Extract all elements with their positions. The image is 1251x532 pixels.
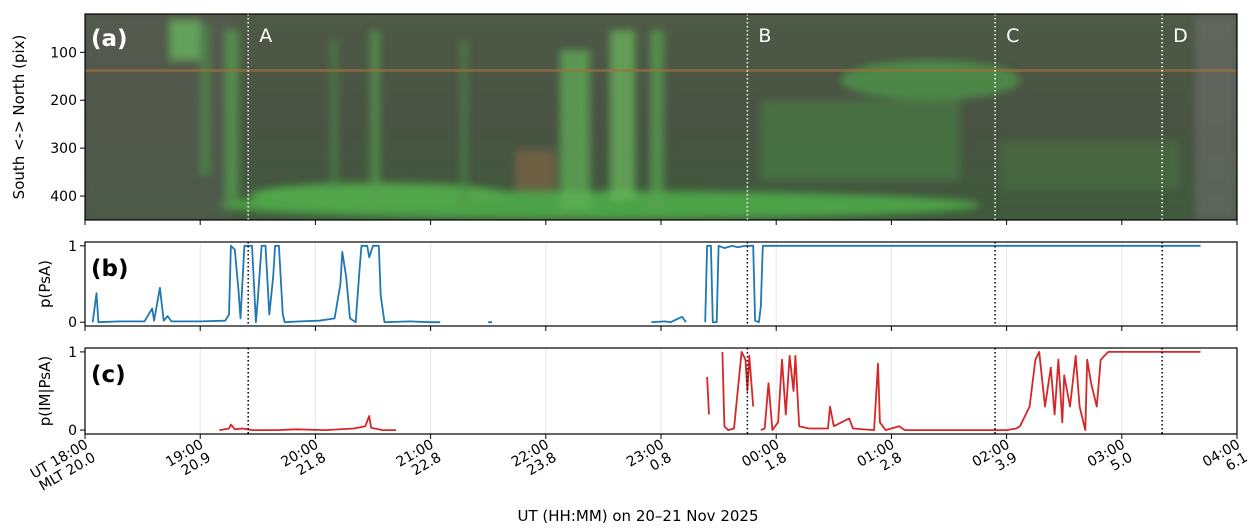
x-axis-label: UT (HH:MM) on 20–21 Nov 2025 <box>518 507 759 525</box>
axes-frame <box>84 241 1238 327</box>
panel-label: (b) <box>91 256 129 282</box>
x-tick-label-group: 23:000.8 <box>624 437 674 475</box>
y-tick-label: 1 <box>68 239 77 255</box>
marker-label: B <box>758 25 771 47</box>
x-tick-label-group: 00:001.8 <box>739 437 789 475</box>
panel-label: (c) <box>91 362 126 388</box>
marker-label: D <box>1173 25 1188 47</box>
axes-frame <box>84 13 1238 221</box>
y-tick-label: 300 <box>50 141 77 157</box>
data-line <box>219 351 1201 431</box>
keogram-image <box>85 14 1237 220</box>
data-line <box>91 244 1201 324</box>
marker-label: A <box>259 25 272 47</box>
y-tick-label: 400 <box>50 189 77 205</box>
marker-label: C <box>1006 25 1019 47</box>
axes-frame <box>84 347 1238 435</box>
y-tick-label: 0 <box>68 423 77 439</box>
y-tick-label: 200 <box>50 93 77 109</box>
panel-label: (a) <box>91 26 128 52</box>
y-tick-label: 100 <box>50 45 77 61</box>
y-axis-label: South <-> North (pix) <box>10 35 28 200</box>
x-tick-label-group: 03:005.0 <box>1085 437 1135 475</box>
x-tick-label-group: 02:003.9 <box>970 437 1020 475</box>
y-axis-label: p(IM|PsA) <box>36 356 54 427</box>
x-tick-label-group: 04:006.1 <box>1200 437 1250 475</box>
y-tick-label: 0 <box>68 315 77 331</box>
x-tick-label-group: 01:002.8 <box>854 437 904 475</box>
y-tick-label: 1 <box>68 345 77 361</box>
y-axis-label: p(PsA) <box>36 260 54 308</box>
